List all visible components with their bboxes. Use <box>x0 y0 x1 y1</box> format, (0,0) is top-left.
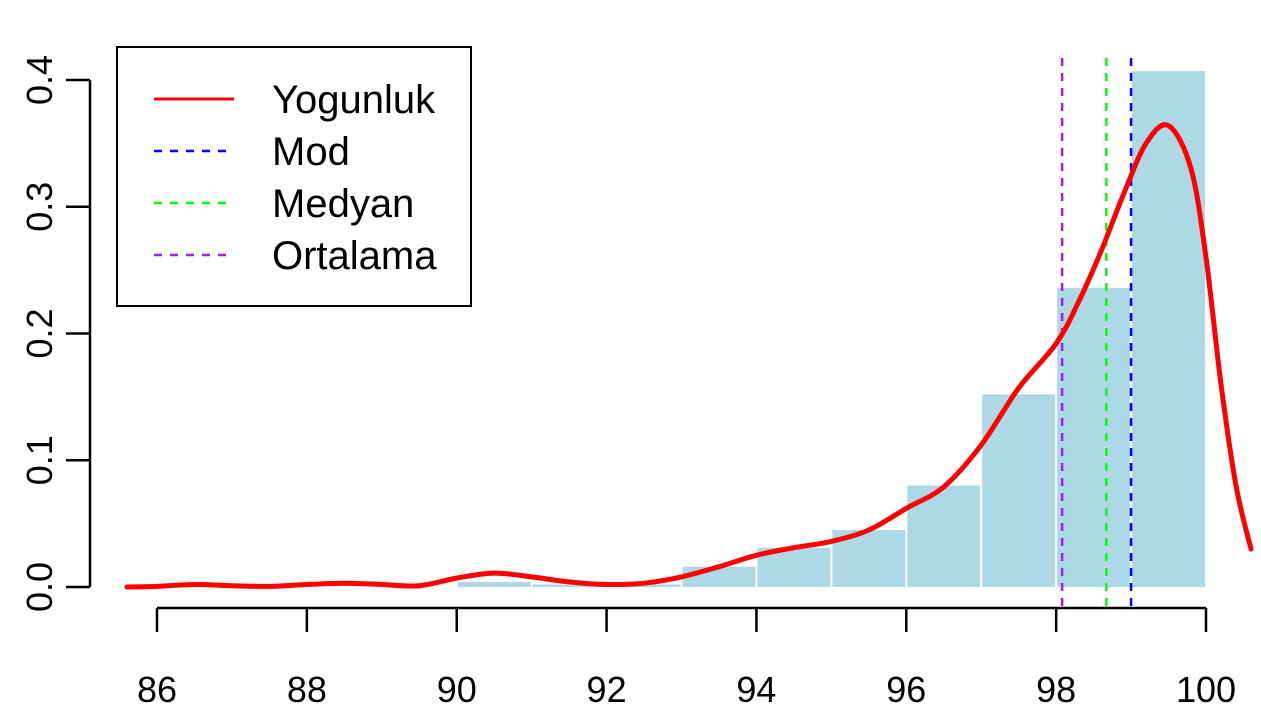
density-curve <box>124 122 1254 590</box>
histogram-bar <box>532 584 606 587</box>
histogram-bar <box>607 584 681 587</box>
x-tick-label: 98 <box>1036 669 1076 710</box>
x-tick-label: 94 <box>736 669 776 710</box>
density-curve-layer <box>124 122 1254 590</box>
x-tick-label: 86 <box>137 669 177 710</box>
x-tick-label: 88 <box>287 669 327 710</box>
histogram-bar <box>1132 71 1205 587</box>
legend-label: Medyan <box>272 182 414 226</box>
y-tick-label: 0.3 <box>19 182 60 232</box>
legend-label: Ortalama <box>272 234 437 278</box>
y-tick-label: 0.2 <box>19 308 60 358</box>
x-tick-label: 96 <box>886 669 926 710</box>
y-tick-label: 0.4 <box>19 55 60 105</box>
y-axis: 0.0 0.1 0.2 0.3 0.4 <box>19 55 92 612</box>
y-tick-label: 0.1 <box>19 435 60 485</box>
histogram-bar <box>682 566 756 587</box>
legend-label: Yogunluk <box>272 78 436 122</box>
histogram-bars <box>457 71 1205 587</box>
legend: Yogunluk Mod Medyan Ortalama <box>116 46 472 307</box>
legend-box <box>116 46 472 307</box>
y-tick-label: 0.0 <box>19 562 60 612</box>
x-tick-label: 90 <box>437 669 477 710</box>
legend-label: Mod <box>272 130 350 174</box>
x-tick-label: 92 <box>587 669 627 710</box>
histogram-bar <box>457 581 531 587</box>
x-axis: 86 88 90 92 94 96 98 100 <box>137 606 1236 710</box>
x-tick-label: 100 <box>1176 669 1236 710</box>
histogram-bar <box>1057 287 1131 587</box>
